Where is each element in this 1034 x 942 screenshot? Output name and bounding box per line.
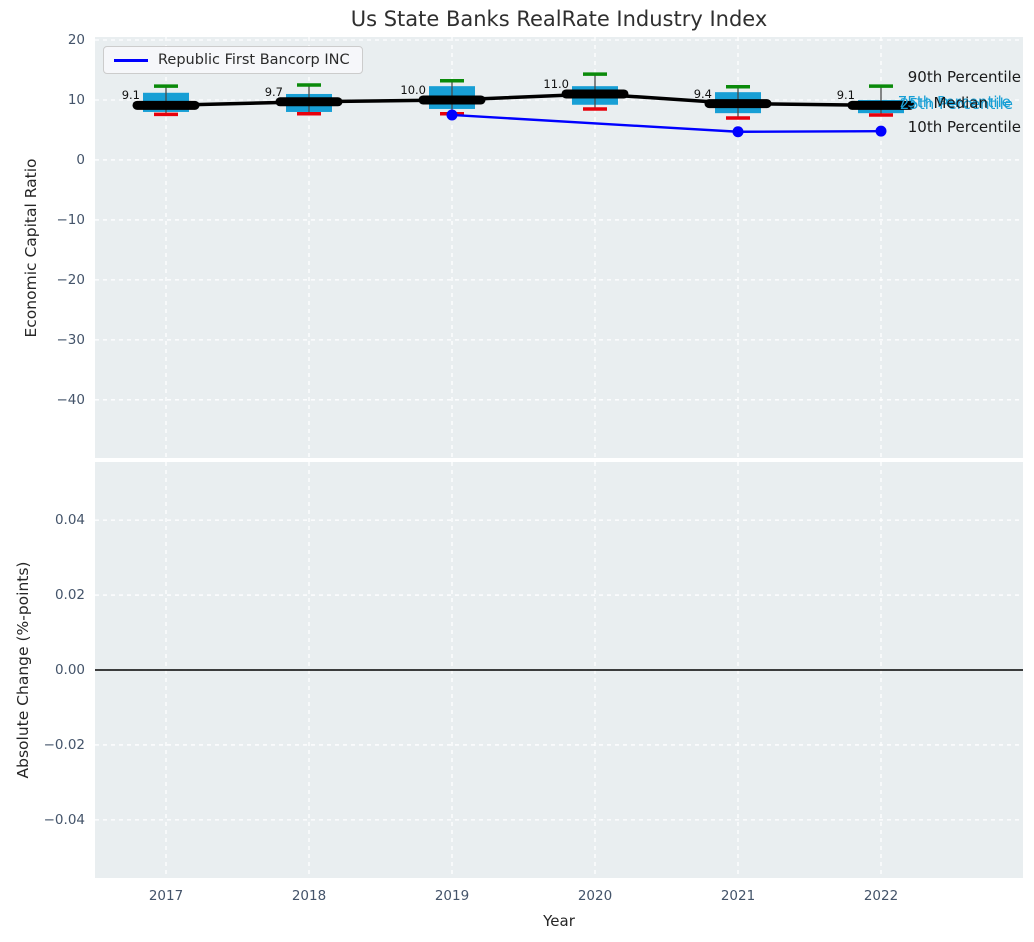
bottom-y-tick-label: 0.04 bbox=[54, 512, 85, 529]
x-tick-label-2019: 2019 bbox=[434, 888, 470, 904]
bottom-axes bbox=[95, 462, 1023, 878]
legend: Republic First Bancorp INC bbox=[103, 46, 363, 74]
median-value-label-2021: 9.4 bbox=[693, 86, 712, 101]
x-tick-label-2020: 2020 bbox=[577, 888, 613, 904]
top-axes: Republic First Bancorp INC 9.1 9.7 10.0 11.… bbox=[95, 37, 1023, 458]
annotation-10th-percentile: 10th Percentile bbox=[907, 117, 1021, 136]
bottom-y-tick-label: −0.02 bbox=[43, 736, 85, 753]
x-tick-label-2021: 2021 bbox=[720, 888, 756, 904]
top-y-tick-label: −20 bbox=[56, 271, 86, 288]
median-value-label-2019: 10.0 bbox=[400, 82, 426, 97]
top-y-tick-label: 10 bbox=[67, 91, 85, 108]
bottom-axes-canvas bbox=[95, 462, 1023, 878]
company-line bbox=[451, 113, 882, 133]
legend-label: Republic First Bancorp INC bbox=[158, 52, 350, 68]
legend-line-sample bbox=[114, 58, 148, 62]
bottom-y-tick-label: 0.00 bbox=[54, 662, 85, 678]
top-y-tick-label: 0 bbox=[76, 151, 85, 168]
chart-title: Us State Banks RealRate Industry Index bbox=[350, 7, 768, 31]
company-marker-2019 bbox=[446, 109, 458, 121]
median-value-label-2022: 9.1 bbox=[836, 88, 855, 103]
top-y-tick-label: −40 bbox=[56, 391, 86, 408]
company-marker-2021 bbox=[732, 126, 744, 138]
bottom-y-tick-label: −0.04 bbox=[43, 811, 85, 828]
top-axes-canvas bbox=[95, 37, 1023, 458]
top-y-axis-label: Economic Capital Ratio bbox=[22, 157, 40, 338]
x-tick-label-2018: 2018 bbox=[291, 888, 327, 904]
x-tick-label-2017: 2017 bbox=[148, 888, 184, 904]
bottom-y-tick-label: 0.02 bbox=[54, 587, 85, 604]
annotation-90th-percentile: 90th Percentile bbox=[907, 67, 1021, 86]
annotation-75th-percentile: 75th Percentile bbox=[897, 92, 1011, 111]
top-y-tick-label: −30 bbox=[56, 331, 86, 348]
annotation-median: Median bbox=[933, 93, 988, 112]
company-marker-2022 bbox=[875, 125, 887, 137]
x-tick-label-2022: 2022 bbox=[863, 888, 899, 904]
annotation-25th-percentile: 25th Percentile bbox=[899, 95, 1013, 114]
top-y-tick-label: −10 bbox=[56, 211, 86, 228]
median-value-label-2020: 11.0 bbox=[543, 76, 569, 91]
x-axis-label: Year bbox=[543, 912, 575, 930]
median-value-label-2017: 9.1 bbox=[121, 88, 140, 103]
median-value-label-2018: 9.7 bbox=[264, 84, 283, 99]
top-y-tick-label: 20 bbox=[67, 31, 85, 48]
